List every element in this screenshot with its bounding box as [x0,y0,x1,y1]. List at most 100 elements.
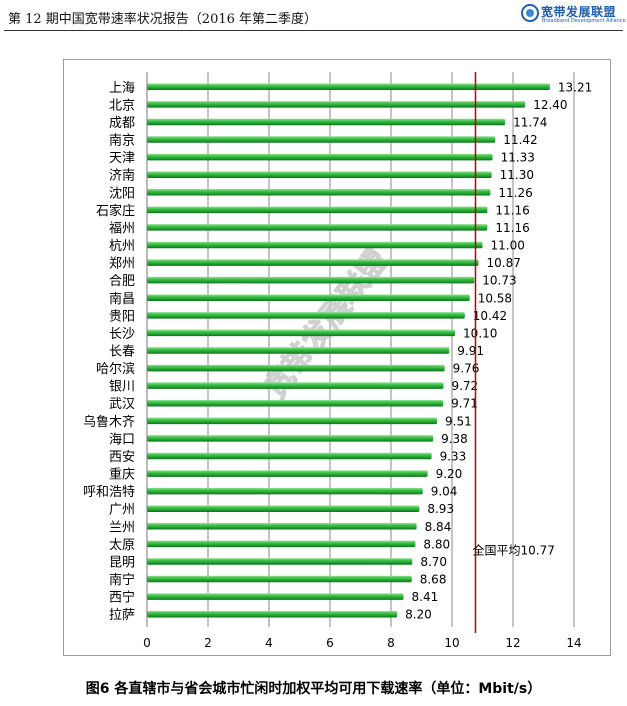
category-label: 广州 [109,503,135,518]
category-label: 太原 [109,538,135,553]
bar [147,347,450,354]
x-tick-label: 12 [505,636,520,650]
national-average-label: 全国平均10.77 [472,542,554,557]
bar [147,399,444,407]
bar [147,558,413,565]
value-label: 9.51 [445,414,472,428]
value-label: 11.00 [491,239,525,253]
category-label: 兰州 [109,520,135,535]
x-tick-label: 2 [204,636,212,650]
bar [147,505,420,512]
bar [147,610,398,618]
value-label: 8.20 [405,608,432,622]
bar [147,206,488,214]
category-label: 南京 [109,133,135,149]
page-header: 第 12 期中国宽带速率状况报告（2016 年第二季度） 宽带发展联盟 Broa… [0,0,627,34]
category-label: 郑州 [109,257,135,272]
value-label: 8.41 [412,590,439,604]
value-label: 9.20 [436,467,463,481]
x-tick-label: 14 [566,636,581,650]
chart-frame: 宽带发展联盟 13.21 12.40 11.74 11.42 11.33 11.30 11.… [63,59,611,656]
category-label: 北京 [109,98,135,113]
category-label: 银川 [109,380,135,395]
bar [147,487,423,495]
bar [147,83,550,91]
category-label: 杭州 [109,239,135,254]
bar [147,329,456,337]
category-label: 西安 [109,450,135,465]
category-label: 石家庄 [96,203,135,219]
bar [147,540,416,548]
category-label: 乌鲁木齐 [83,414,135,430]
x-tick-label: 6 [326,636,334,650]
value-label: 9.38 [441,432,468,446]
value-label: 9.33 [440,449,467,463]
value-label: 9.91 [457,344,484,358]
category-label: 贵阳 [109,309,135,324]
value-label: 10.87 [487,256,521,270]
bar [147,435,434,442]
bar [147,171,492,178]
value-label: 11.26 [498,186,532,200]
category-label: 重庆 [109,467,135,483]
x-tick-label: 4 [265,636,273,650]
value-label: 8.84 [425,520,452,534]
value-label: 9.72 [451,379,478,393]
x-tick-label: 10 [444,636,459,650]
bar [147,101,526,108]
header-rule [4,30,623,31]
bar [147,276,475,284]
category-label: 哈尔滨 [96,361,135,377]
bar [147,153,493,161]
value-label: 10.42 [473,309,507,323]
bar [147,417,438,425]
category-label: 南昌 [109,291,135,307]
value-label: 11.42 [503,133,537,147]
bar [147,136,496,143]
alliance-logo: 宽带发展联盟 Broadband Development Alliance [521,3,626,29]
value-label: 10.73 [482,274,516,288]
value-label: 11.16 [495,203,529,217]
value-label: 10.58 [478,291,512,305]
figure-caption: 图6 各直辖市与省会城市忙闲时加权平均可用下载速率（单位：Mbit/s） [85,681,542,697]
logo-subtext: Broadband Development Alliance [542,18,626,24]
value-label: 13.21 [558,80,592,94]
value-label: 9.04 [431,485,458,499]
value-label: 10.10 [463,326,497,340]
bar [147,575,412,583]
category-label: 福州 [109,221,135,236]
bar-chart: 宽带发展联盟 13.21 12.40 11.74 11.42 11.33 11.30 11.… [83,72,592,650]
category-label: 合肥 [109,274,135,289]
category-label: 海口 [109,432,135,447]
bar [147,452,432,460]
logo-text: 宽带发展联盟 [541,5,617,19]
bar [147,259,479,266]
value-label: 11.16 [495,221,529,235]
category-label: 拉萨 [109,608,135,623]
report-title: 第 12 期中国宽带速率状况报告（2016 年第二季度） [8,12,318,27]
bar [147,364,445,372]
value-label: 8.93 [427,502,454,516]
bar [147,118,506,126]
category-label: 沈阳 [109,186,135,201]
value-label: 11.74 [513,115,547,129]
x-tick-label: 8 [387,636,395,650]
value-label: 9.71 [451,397,478,411]
value-label: 8.68 [420,573,447,587]
category-label: 成都 [109,116,135,131]
category-label: 长春 [109,345,135,360]
category-label: 西宁 [109,590,135,606]
category-label: 南宁 [109,572,135,588]
category-label: 长沙 [109,327,135,342]
category-label: 天津 [109,151,135,166]
category-label: 济南 [109,168,135,184]
value-label: 11.30 [500,168,534,182]
value-label: 8.80 [423,537,450,551]
value-label: 12.40 [533,98,567,112]
category-label: 上海 [109,81,135,96]
bar [147,312,465,319]
value-label: 9.76 [453,362,480,376]
bar [147,294,470,302]
bar [147,224,488,231]
bar [147,189,491,196]
